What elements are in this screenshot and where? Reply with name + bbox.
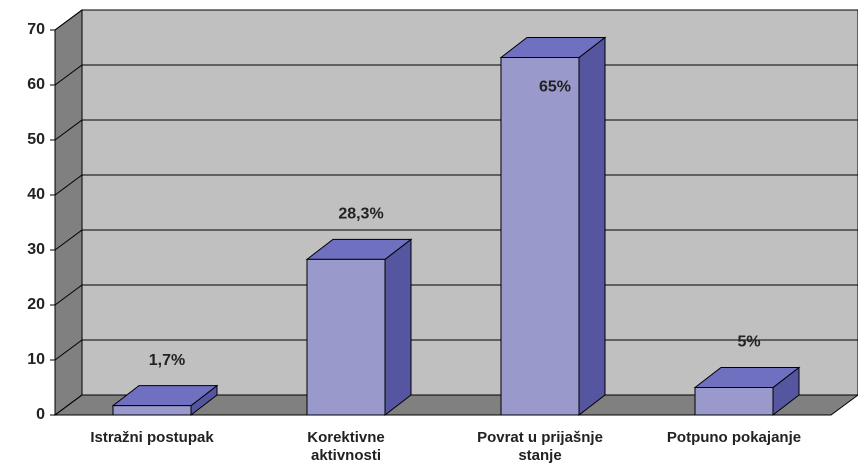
value-label: 65%	[539, 79, 571, 96]
y-tick-label: 20	[27, 296, 45, 313]
value-label: 28,3%	[338, 206, 383, 223]
y-tick-label: 10	[27, 351, 45, 368]
bar	[694, 387, 774, 416]
value-label: 5%	[737, 334, 760, 351]
bar	[500, 57, 580, 416]
x-tick-label: Istražni postupak	[90, 429, 214, 446]
x-tick-label: Povrat u prijašnje stanje	[477, 429, 603, 464]
y-tick-label: 60	[27, 76, 45, 93]
y-tick-label: 40	[27, 186, 45, 203]
bar-side	[578, 36, 606, 417]
side-wall	[54, 9, 83, 416]
x-tick-label: Potpuno pokajanje	[666, 429, 802, 446]
x-tick-label: Korektivne aktivnosti	[307, 429, 385, 464]
y-tick-label: 50	[27, 131, 45, 148]
grid-line	[54, 9, 858, 31]
bar	[112, 405, 192, 416]
y-tick-label: 30	[27, 241, 45, 258]
value-label: 1,7%	[149, 352, 185, 369]
y-tick-label: 0	[36, 406, 45, 423]
bar	[306, 258, 386, 416]
bar-side	[384, 238, 412, 417]
y-tick-label: 70	[27, 21, 45, 38]
